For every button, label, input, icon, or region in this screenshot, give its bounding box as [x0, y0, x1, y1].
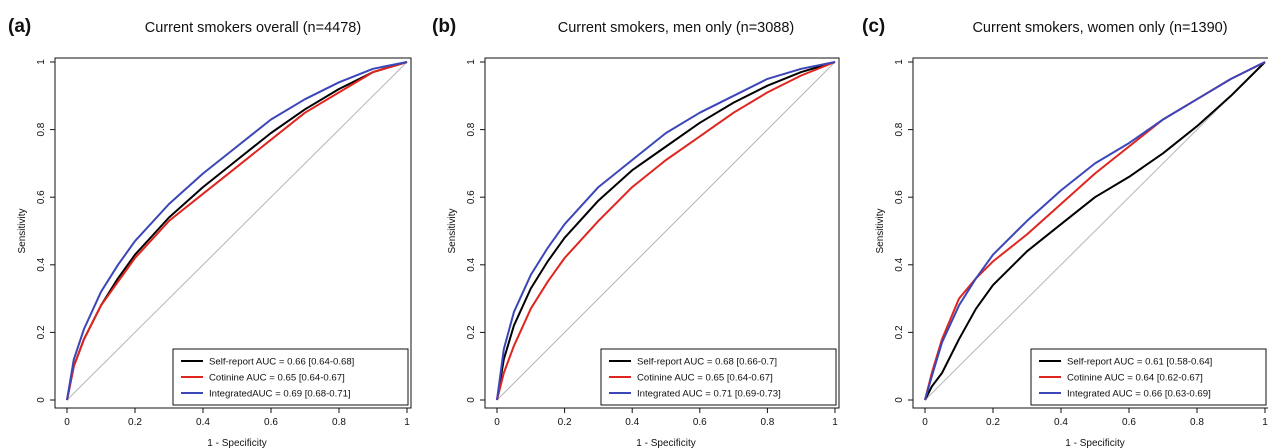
y-tick-label: 0 — [466, 397, 477, 403]
x-tick-label: 0.4 — [1054, 417, 1068, 428]
y-tick-label: 0.2 — [466, 325, 477, 339]
x-axis-label: 1 - Specificity — [636, 438, 695, 448]
legend-entry: Self-report AUC = 0.68 [0.66-0.7] — [637, 357, 777, 368]
reference-diagonal — [496, 61, 836, 401]
panel-letter: (b) — [432, 16, 456, 37]
y-tick-label: 1 — [36, 59, 47, 65]
y-tick-label: 1 — [466, 59, 477, 65]
x-tick-label: 0 — [494, 417, 500, 428]
roc-curve — [924, 61, 1266, 401]
y-tick-label: 0.2 — [894, 325, 905, 339]
x-tick-label: 1 — [404, 417, 410, 428]
chart-title: Current smokers, men only (n=3088) — [558, 20, 795, 36]
legend-entry: Integrated AUC = 0.71 [0.69-0.73] — [637, 389, 781, 400]
y-tick-label: 0.8 — [894, 122, 905, 136]
roc-curve — [496, 61, 836, 401]
y-tick-label: 0.6 — [36, 190, 47, 204]
x-tick-label: 0.4 — [196, 417, 210, 428]
chart-panel: (b) Current smokers, men only (n=3088) 0 0.… — [432, 16, 840, 448]
y-axis-label: Sensitivity — [17, 208, 28, 253]
reference-diagonal — [66, 61, 408, 401]
x-tick-label: 0.8 — [332, 417, 346, 428]
legend-box — [1030, 348, 1267, 406]
y-tick-label: 0.6 — [894, 190, 905, 204]
x-axis-label: 1 - Specificity — [1065, 438, 1124, 448]
x-tick-label: 0.8 — [1190, 417, 1204, 428]
panel-letter: (c) — [862, 16, 885, 37]
legend-entry: Self-report AUC = 0.66 [0.64-0.68] — [209, 357, 354, 368]
x-tick-label: 0 — [64, 417, 70, 428]
legend-entry: IntegratedAUC = 0.69 [0.68-0.71] — [209, 389, 351, 400]
legend: Self-report AUC = 0.61 [0.58-0.64] Cotini… — [1030, 348, 1267, 406]
x-tick-label: 0.4 — [625, 417, 639, 428]
legend-entry: Integrated AUC = 0.66 [0.63-0.69] — [1067, 389, 1211, 400]
y-tick-label: 0.8 — [36, 122, 47, 136]
reference-diagonal — [924, 61, 1266, 401]
x-tick-label: 0.2 — [558, 417, 572, 428]
legend-entry: Cotinine AUC = 0.65 [0.64-0.67] — [637, 373, 773, 384]
chart-title: Current smokers, women only (n=1390) — [972, 20, 1227, 36]
plot-frame — [484, 57, 840, 409]
chart-title: Current smokers overall (n=4478) — [145, 20, 361, 36]
x-tick-label: 0.2 — [986, 417, 1000, 428]
y-tick-label: 0.2 — [36, 325, 47, 339]
y-tick-label: 1 — [894, 59, 905, 65]
x-axis-label: 1 - Specificity — [207, 438, 266, 448]
x-tick-label: 0.2 — [128, 417, 142, 428]
panel-letter: (a) — [8, 16, 31, 37]
y-axis-label: Sensitivity — [447, 208, 458, 253]
x-tick-label: 0.6 — [693, 417, 707, 428]
x-tick-label: 0.6 — [1122, 417, 1136, 428]
y-tick-label: 0 — [36, 397, 47, 403]
legend-box — [172, 348, 409, 406]
legend: Self-report AUC = 0.68 [0.66-0.7] Cotinin… — [600, 348, 837, 406]
y-tick-label: 0.4 — [894, 257, 905, 271]
plot-frame — [912, 57, 1268, 409]
roc-curve — [496, 61, 836, 401]
legend-entry: Cotinine AUC = 0.64 [0.62-0.67] — [1067, 373, 1203, 384]
legend-box — [600, 348, 837, 406]
roc-curve — [924, 61, 1266, 401]
y-tick-label: 0.8 — [466, 122, 477, 136]
y-tick-label: 0.6 — [466, 190, 477, 204]
plot-frame — [54, 57, 412, 409]
legend-entry: Self-report AUC = 0.61 [0.58-0.64] — [1067, 357, 1212, 368]
y-tick-label: 0.4 — [466, 257, 477, 271]
y-tick-label: 0.4 — [36, 257, 47, 271]
x-tick-label: 1 — [832, 417, 838, 428]
x-tick-label: 0.8 — [760, 417, 774, 428]
legend-entry: Cotinine AUC = 0.65 [0.64-0.67] — [209, 373, 345, 384]
legend: Self-report AUC = 0.66 [0.64-0.68] Cotini… — [172, 348, 409, 406]
x-tick-label: 0 — [922, 417, 928, 428]
roc-curve — [66, 61, 408, 401]
chart-panel: (a) Current smokers overall (n=4478) 0 0.2 0… — [8, 16, 412, 448]
chart-panel: (c) Current smokers, women only (n=1390) 0… — [862, 16, 1268, 448]
y-tick-label: 0 — [894, 397, 905, 403]
roc-curve — [496, 61, 836, 401]
y-axis-label: Sensitivity — [875, 208, 886, 253]
x-tick-label: 0.6 — [264, 417, 278, 428]
roc-curve — [66, 61, 408, 401]
x-tick-label: 1 — [1262, 417, 1268, 428]
